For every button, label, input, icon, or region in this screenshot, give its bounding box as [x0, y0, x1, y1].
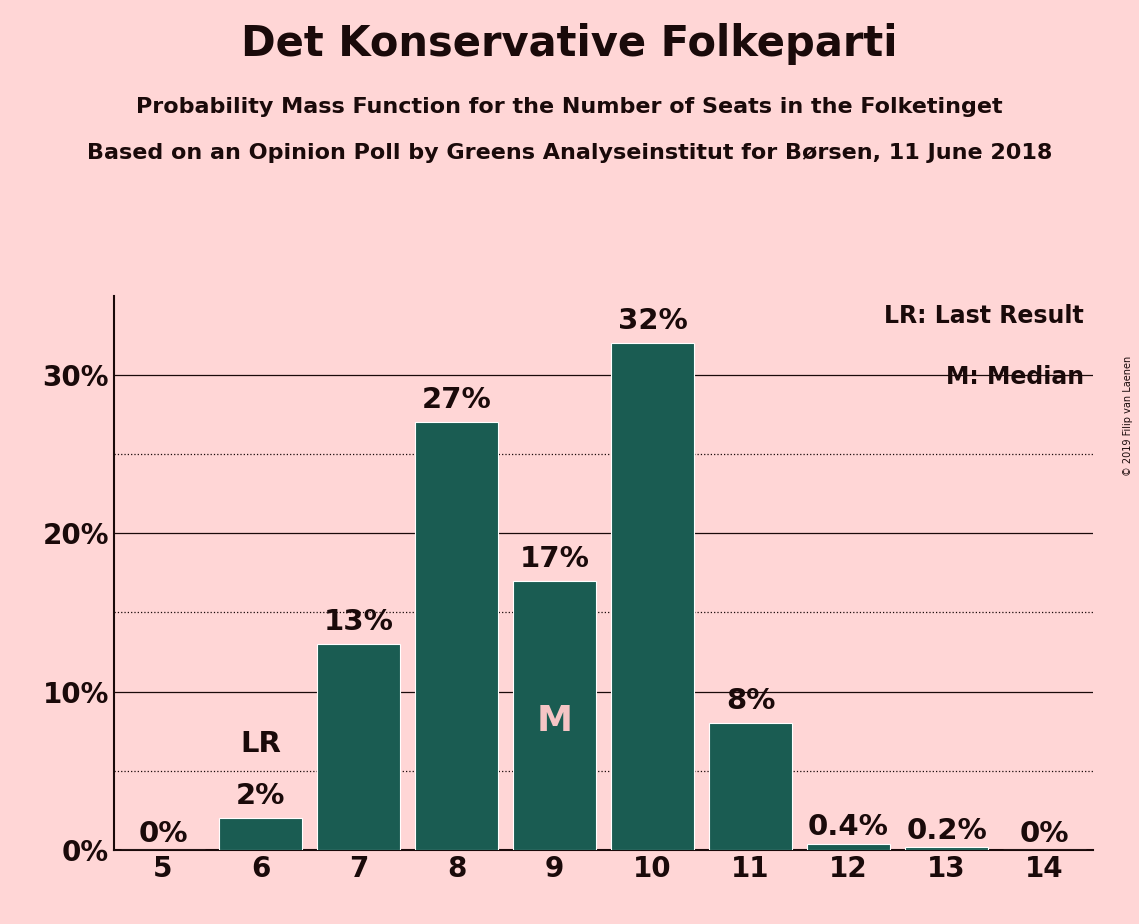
Text: 2%: 2%	[236, 783, 286, 810]
Text: M: M	[536, 704, 573, 738]
Bar	[904, 847, 989, 850]
Text: 32%: 32%	[617, 308, 688, 335]
Text: LR: Last Result: LR: Last Result	[884, 304, 1083, 328]
Bar	[317, 644, 401, 850]
Text: Probability Mass Function for the Number of Seats in the Folketinget: Probability Mass Function for the Number…	[137, 97, 1002, 117]
Text: 0%: 0%	[138, 820, 188, 847]
Bar	[513, 581, 597, 850]
Text: 13%: 13%	[323, 608, 394, 637]
Text: 8%: 8%	[726, 687, 776, 715]
Bar	[708, 723, 793, 850]
Text: 0%: 0%	[1019, 820, 1070, 847]
Bar	[611, 343, 695, 850]
Text: Det Konservative Folkeparti: Det Konservative Folkeparti	[241, 23, 898, 65]
Text: 27%: 27%	[421, 386, 492, 415]
Text: Based on an Opinion Poll by Greens Analyseinstitut for Børsen, 11 June 2018: Based on an Opinion Poll by Greens Analy…	[87, 143, 1052, 164]
Bar	[219, 819, 303, 850]
Text: 17%: 17%	[519, 545, 590, 573]
Text: 0.4%: 0.4%	[808, 813, 890, 842]
Text: 0.2%: 0.2%	[907, 817, 986, 845]
Bar	[806, 844, 891, 850]
Bar	[415, 422, 499, 850]
Text: M: Median: M: Median	[945, 365, 1083, 389]
Text: © 2019 Filip van Laenen: © 2019 Filip van Laenen	[1123, 356, 1133, 476]
Text: LR: LR	[240, 730, 281, 759]
